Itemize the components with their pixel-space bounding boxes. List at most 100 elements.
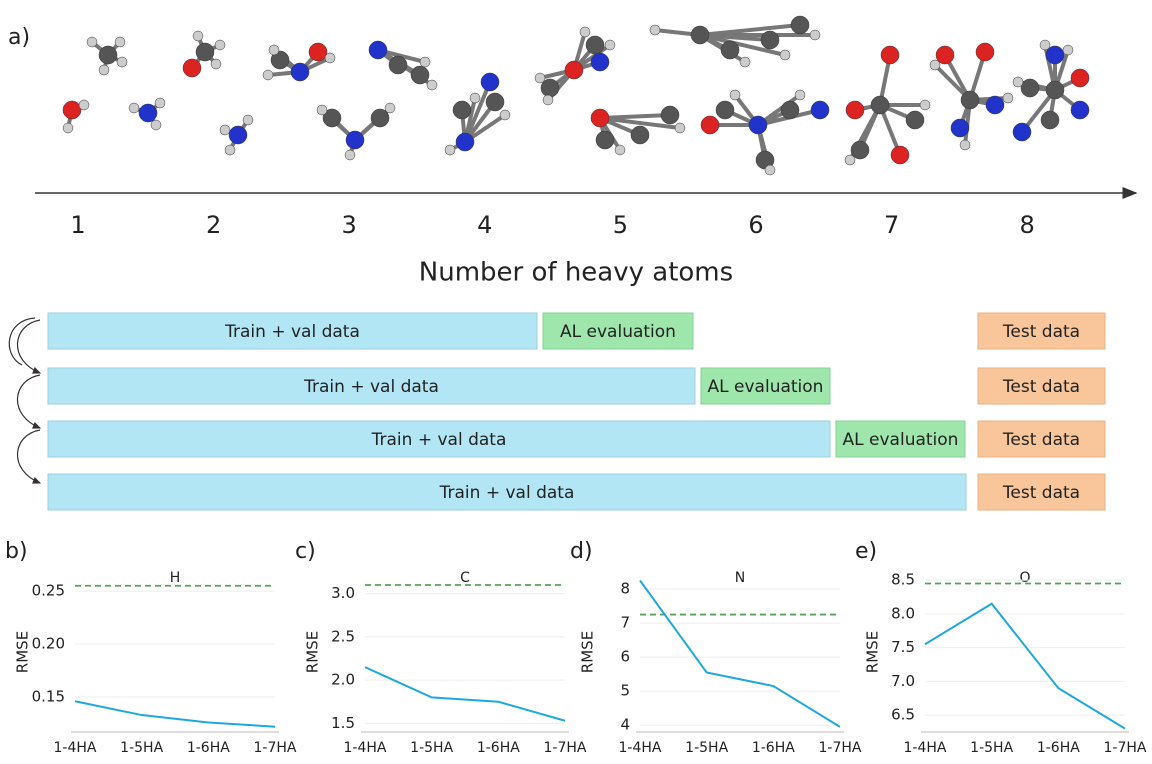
atom [229,126,247,144]
loop-arrow [9,318,35,365]
y-axis-label: RMSE [304,631,322,673]
atom [716,101,734,119]
atom [749,116,767,134]
atom [369,41,387,59]
train-label: Train + val data [439,483,575,503]
atom [845,155,855,165]
y-tick-label: 8 [620,580,630,598]
heavy-atom-count: 7 [884,211,899,239]
atom [1063,45,1073,55]
atom [385,103,395,113]
atom [317,105,327,115]
atom [99,65,109,75]
train-label: Train + val data [371,430,507,450]
y-tick-label: 5 [620,682,630,700]
chart-title: H [170,570,181,586]
atom [765,165,775,175]
atom [155,98,165,108]
loop-arrow [17,375,40,428]
atom [791,16,809,34]
x-tick-label: 1-4HA [344,740,387,756]
y-axis-label: RMSE [864,631,882,673]
atom [309,43,327,61]
atom [220,125,230,135]
y-tick-label: 4 [620,716,630,734]
atom [740,57,750,67]
y-axis-label: RMSE [14,631,32,673]
al-label: AL evaluation [560,322,676,342]
x-tick-label: 1-5HA [410,740,453,756]
test-label: Test data [1002,377,1080,397]
panel-label: c) [295,539,316,564]
y-tick-label: 7 [620,614,630,632]
x-tick-label: 1-5HA [970,740,1013,756]
molecules [63,16,1089,175]
atom [1013,123,1031,141]
panel-label: e) [855,539,877,564]
train-label: Train + val data [224,322,360,342]
heavy-atom-count: 4 [477,211,492,239]
x-tick-label: 1-4HA [619,740,662,756]
atom [211,59,221,69]
test-label: Test data [1002,483,1080,503]
y-tick-label: 7.0 [891,672,915,690]
atom [215,40,225,50]
y-tick-label: 0.25 [32,582,65,600]
atom [325,53,335,63]
line [365,667,565,721]
train-label: Train + val data [303,377,439,397]
atom [631,126,649,144]
atom [63,123,73,133]
atom [615,145,625,155]
atom [780,50,790,60]
heavy-atom-count: 6 [748,211,763,239]
heavy-atom-count: 5 [613,211,628,239]
panel-label: a) [8,25,30,50]
al-label: AL evaluation [843,430,959,450]
panel-label: b) [5,539,28,564]
x-tick-label: 1-5HA [685,740,728,756]
atom [99,46,117,64]
atom [580,27,590,37]
atom [87,37,97,47]
panel-label: d) [570,539,593,564]
heavy-atom-count: 8 [1020,211,1035,239]
atom [79,100,89,110]
atom [486,93,504,111]
atom [345,150,355,160]
atom [781,101,799,119]
atom [411,66,429,84]
y-tick-label: 2.5 [331,627,355,645]
x-tick-label: 1-6HA [477,740,520,756]
atom [535,73,545,83]
line [75,701,275,726]
atom [263,70,273,80]
y-tick-label: 1.5 [331,714,355,732]
y-tick-label: 6 [620,648,630,666]
atom [427,80,437,90]
chart-title: C [460,570,470,586]
atom [951,119,969,137]
atom [920,100,930,110]
atom [976,43,994,61]
test-label: Test data [1002,322,1080,342]
line [925,604,1125,729]
atom [193,31,203,41]
loop-arrow [17,430,40,483]
atom [605,40,615,50]
x-tick-label: 1-6HA [1037,740,1080,756]
x-tick-label: 1-4HA [54,740,97,756]
atom [196,43,214,61]
y-tick-label: 3.0 [331,584,355,602]
atom [115,37,125,47]
atom [1071,101,1089,119]
line [640,581,840,727]
heavy-atom-count: 3 [342,211,357,239]
atom [761,31,779,49]
chart-title: N [735,570,745,586]
atom [420,57,430,67]
atom [960,140,970,150]
atom [63,101,81,119]
atom [961,91,979,109]
x-tick-label: 1-6HA [187,740,230,756]
